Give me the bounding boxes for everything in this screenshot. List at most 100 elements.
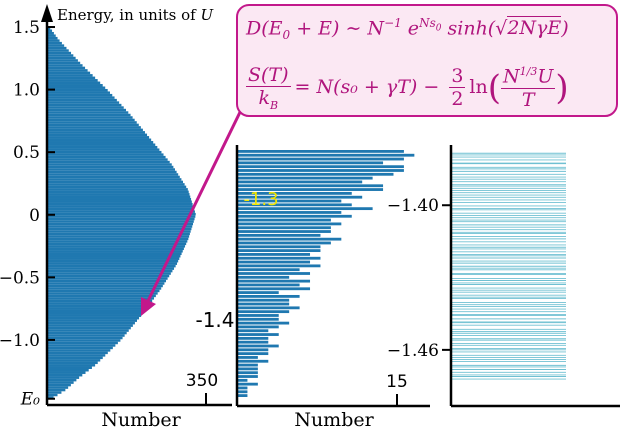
p1-bar (47, 88, 108, 92)
p1-bar (47, 165, 174, 169)
p2-bar (237, 169, 404, 172)
p1-bar (47, 225, 193, 228)
p1-bar (47, 175, 180, 179)
p1-bar (47, 106, 124, 109)
p1-y-ticks: 1.5 1.0 0.5 0 −0.5 −1.0 E₀ (0, 18, 55, 410)
p1-bar (47, 91, 110, 94)
p1-bar (47, 242, 187, 246)
p1-bar (47, 334, 125, 337)
p1-bar (47, 133, 148, 137)
p1-bar (47, 376, 80, 379)
p1-bar (47, 84, 103, 87)
p1-bar (47, 267, 175, 270)
p1-bar (47, 71, 91, 75)
formula-mid-1: + E) ∼ N (290, 17, 385, 40)
p1-bar (47, 51, 72, 55)
p2-bar (237, 203, 352, 207)
p1-bar (47, 210, 195, 213)
formula-arg-den: T (521, 88, 535, 111)
p2-bar (237, 237, 342, 241)
p2-bar (237, 367, 258, 371)
formula-box: D(E0 + E) ∼ N−1 eNs0 sinh(√2NγE) S(T) kB… (236, 4, 618, 117)
p1-y-tick-label: 0.5 (13, 143, 40, 163)
p1-bar (47, 331, 127, 335)
p1-bar (47, 284, 163, 288)
p1-bar (47, 113, 131, 117)
p1-y-axis-arrow (41, 4, 53, 22)
p3-y-ticks: −1.40 −1.46 (387, 196, 451, 361)
p1-bar (47, 128, 143, 132)
p2-bar (237, 333, 279, 336)
p2-x-axis-label: Number (294, 409, 374, 431)
p1-bar (47, 46, 67, 50)
formula-radicand: 2NγE (507, 16, 562, 40)
p1-bar (47, 138, 152, 142)
p1-bar (47, 98, 117, 102)
p1-bar (47, 383, 71, 387)
p1-bar (47, 34, 56, 37)
p2-bar (237, 298, 290, 302)
p1-bar (47, 64, 83, 67)
p1-bar (47, 344, 116, 347)
p1-bar-series (47, 27, 196, 399)
p1-bar (47, 79, 98, 82)
p1-bar (47, 49, 69, 52)
panel-full-spectrum: 1.5 1.0 0.5 0 −0.5 −1.0 E₀ 350 Energy, in unit… (0, 4, 235, 431)
p2-bar (237, 241, 331, 245)
p2-bar (237, 386, 248, 390)
p1-bar (47, 222, 194, 226)
p1-bar (47, 259, 179, 263)
p2-bar (237, 245, 321, 249)
p1-bar (47, 118, 135, 122)
p2-bar (237, 207, 373, 211)
p2-bar (237, 306, 300, 310)
p2-bar (237, 191, 352, 195)
p1-bar (47, 277, 168, 280)
p1-y-tick-label: 1.5 (13, 18, 40, 38)
p2-bar (237, 314, 279, 317)
p1-bar (47, 121, 137, 124)
p1-bar (47, 108, 127, 112)
formula-frac-den: 2 (451, 88, 464, 111)
p1-x-axis-label: Number (101, 409, 181, 431)
p2-bar (237, 172, 394, 176)
p2-bar (237, 176, 373, 180)
p1-bar (47, 188, 188, 191)
p1-y-tick-label: 0 (29, 206, 40, 226)
p1-bar (47, 153, 164, 156)
p1-bar (47, 143, 156, 146)
formula-mid-2: e (401, 17, 420, 40)
p1-bar (47, 262, 178, 265)
p1-bar (47, 123, 139, 127)
p2-bar (237, 340, 269, 344)
p1-bar (47, 178, 182, 181)
p1-bar (47, 163, 172, 166)
p2-bar (237, 348, 269, 352)
p1-bar (47, 272, 171, 275)
p2-bar (237, 363, 258, 367)
p1-bar (47, 101, 120, 104)
p1-bar (47, 103, 122, 107)
p1-bar (47, 190, 189, 194)
p1-bar (47, 220, 194, 223)
p2-bar (237, 184, 384, 188)
p1-y-tick-label: 1.0 (13, 81, 40, 101)
p1-bar (47, 319, 137, 322)
p1-bar (47, 205, 194, 208)
p2-bar (237, 153, 415, 157)
formula-line-2: S(T) kB = N(s₀ + γT) − 3 2 ln( N1/3U T ) (246, 64, 569, 112)
p3-y-tick-label: −1.40 (387, 196, 439, 216)
p1-bar (47, 321, 135, 325)
p2-bar (237, 161, 384, 165)
p1-y-tick-label: −0.5 (0, 268, 40, 288)
p2-bar (237, 302, 290, 306)
p3-y-tick-label: −1.46 (387, 341, 439, 361)
p1-bar (47, 245, 186, 248)
p1-bar (47, 31, 54, 35)
formula-arg-num: U (537, 65, 554, 88)
p1-bar (47, 336, 123, 340)
p1-bar (47, 215, 196, 218)
p1-bar (47, 366, 92, 370)
p2-bar (237, 291, 279, 294)
panel-low-energy-zoom: 15 -1.3 Number (235, 145, 430, 431)
